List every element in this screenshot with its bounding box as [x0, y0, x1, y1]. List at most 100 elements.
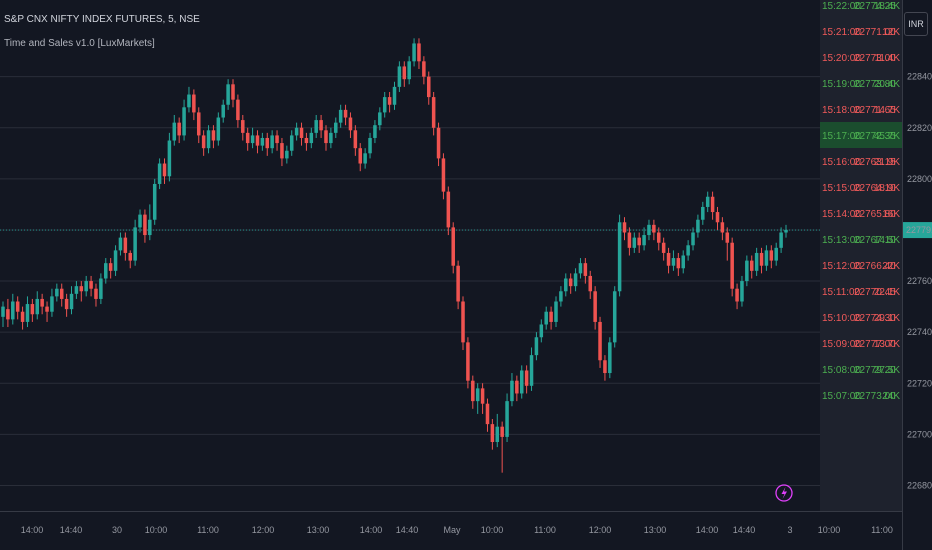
candle-body [617, 222, 622, 292]
ts-time: 15:07:00 [822, 391, 861, 402]
candle-body [84, 281, 88, 292]
time-axis[interactable]: 14:00 14:40 30 10:00 11:00 12:00 13:00 14:00 14:… [21, 525, 893, 535]
ts-price: 22774.25 [854, 1, 896, 12]
ts-size: 27.5K [874, 365, 900, 376]
candle-body [764, 250, 769, 266]
ts-time: 15:17:00 [822, 131, 861, 142]
candle-body [735, 288, 739, 302]
indicator-label[interactable]: Time and Sales v1.0 [LuxMarkets] [4, 38, 155, 49]
candle-body [485, 403, 490, 425]
candle-body [510, 380, 514, 402]
lightning-icon[interactable] [775, 484, 793, 502]
candle-body [172, 122, 177, 141]
candle-body [519, 370, 524, 394]
candle-body [182, 107, 186, 136]
ts-time: 15:22:00 [822, 1, 861, 12]
candle-body [710, 196, 715, 213]
candle-body [642, 235, 646, 246]
candle-body [612, 291, 617, 343]
candle-body [529, 355, 534, 386]
ts-price: 22771.65 [854, 105, 896, 116]
candle-body [280, 143, 284, 159]
price-tick-label: 22700.00 [907, 429, 932, 439]
candle-body [99, 278, 103, 299]
time-tick-label: 14:40 [396, 525, 419, 535]
symbol-title[interactable]: S&P CNX NIFTY INDEX FUTURES, 5, NSE [4, 14, 200, 25]
ts-size: 45.7K [874, 131, 900, 142]
candle-body [35, 298, 40, 315]
candle-body [505, 401, 509, 437]
candle-body [456, 265, 460, 302]
ts-size: 20.4K [874, 79, 900, 90]
candle-body [559, 291, 563, 302]
candle-body [666, 252, 671, 266]
candle-body [382, 97, 387, 113]
candle-body [725, 232, 730, 243]
candle-body [378, 112, 382, 126]
candle-body [329, 132, 333, 144]
ts-size: 18.9K [874, 183, 900, 194]
candle-body [236, 99, 240, 121]
ts-time: 15:20:00 [822, 53, 861, 64]
current-price-label: 22779.95 [906, 225, 932, 235]
candle-body [402, 66, 407, 80]
candle-body [515, 380, 519, 394]
candle-body [162, 163, 167, 177]
ts-time: 15:10:00 [822, 313, 861, 324]
ts-size: 29.1K [874, 313, 900, 324]
candle-body [431, 97, 436, 128]
candle-body [480, 388, 485, 404]
candle-body [554, 301, 558, 322]
candle-body [701, 206, 705, 220]
time-tick-label: 11:00 [534, 525, 556, 535]
candle-body [319, 120, 323, 131]
candle-body [422, 61, 426, 77]
candle-body [681, 255, 685, 269]
candle-body [55, 288, 59, 297]
ts-price: 22767.10 [854, 235, 896, 246]
ts-time: 15:15:00 [822, 183, 861, 194]
ts-price: 22773.00 [854, 391, 896, 402]
ts-time: 15:19:00 [822, 79, 861, 90]
ts-price: 22772.35 [854, 131, 896, 142]
candle-body [157, 163, 162, 184]
candle-body [426, 76, 431, 98]
time-tick-label: 10:00 [818, 525, 841, 535]
ts-size: 11.4K [875, 53, 901, 64]
candle-body [241, 120, 245, 133]
currency-button[interactable]: INR [904, 12, 928, 36]
ts-time: 15:12:00 [822, 261, 861, 272]
candle-body [50, 296, 54, 312]
candlestick-series [1, 38, 788, 473]
ts-time: 15:21:00 [822, 27, 861, 38]
candle-body [221, 104, 225, 118]
candle-body [11, 301, 15, 320]
time-tick-label: 14:00 [696, 525, 719, 535]
price-tick-label: 22820.00 [907, 123, 932, 133]
candle-body [715, 212, 720, 223]
candle-body [206, 130, 211, 149]
price-axis-bg [903, 0, 932, 550]
candle-body [412, 43, 416, 62]
candle-body [343, 109, 348, 118]
candle-body [564, 278, 568, 292]
ts-time: 15:16:00 [822, 157, 861, 168]
candle-body [539, 324, 544, 338]
price-tick-label: 22800.00 [907, 174, 932, 184]
candle-body [260, 137, 265, 146]
candle-body [152, 183, 157, 220]
candle-body [250, 135, 255, 144]
time-tick-label: 3 [787, 525, 792, 535]
candle-body [387, 97, 392, 105]
candle-body [245, 132, 250, 144]
ts-price: 22765.80 [854, 209, 896, 220]
candle-body [745, 260, 749, 282]
price-axis[interactable]: 22680.00 22700.00 22720.00 22740.00 22760.00… [903, 0, 932, 550]
candle-body [30, 304, 35, 315]
candle-body [64, 298, 69, 310]
price-tick-label: 22760.00 [907, 276, 932, 286]
time-tick-label: 12:00 [252, 525, 275, 535]
time-tick-label: 13:00 [307, 525, 330, 535]
